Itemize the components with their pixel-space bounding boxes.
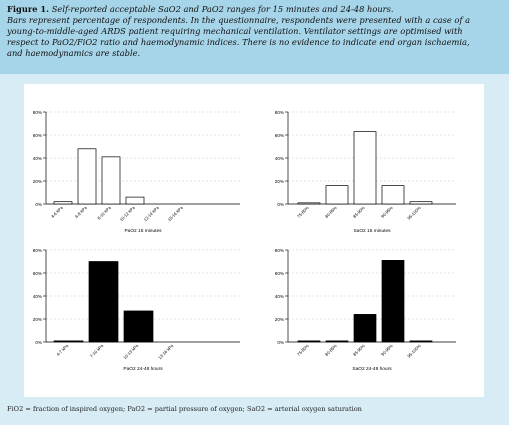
caption-line: and haemodynamics are stable.	[7, 48, 141, 59]
charts-svg: 0% 20% 40% 60% 80% 4-6 kPa 6-8 kPa 8-10 kPa 10-1…	[33, 110, 456, 372]
y-tick-label: 80%	[275, 248, 284, 253]
caption-line: respect to PaO2/FiO2 ratio and haemodyna…	[7, 37, 470, 48]
category-label: 8-10 kPa	[96, 205, 112, 221]
category-label: 4-7 kPa	[55, 343, 69, 357]
y-tick-label: 0%	[35, 340, 42, 345]
category-label: 85-90%	[352, 343, 366, 357]
y-tick-label: 60%	[33, 271, 42, 276]
caption-line: young-to-middle-aged ARDS patient requir…	[7, 26, 463, 37]
y-tick-label: 60%	[275, 133, 284, 138]
category-label: 10-12 kPa	[119, 205, 137, 223]
x-axis-title: SaO2 15 minutes	[353, 228, 391, 234]
category-label: 75-80%	[296, 205, 310, 219]
figure-label: Figure 1.	[7, 4, 50, 14]
bar	[381, 260, 405, 343]
category-label: 90-95%	[380, 343, 394, 357]
category-label: 12-14 kPa	[143, 205, 161, 223]
figure-caption: Figure 1. Self-reported acceptable SaO2 …	[0, 0, 509, 74]
bar	[381, 185, 405, 205]
chart-panel: 0% 20% 40% 60% 80% 4-6 kPa 6-8 kPa 8-10 kPa 10-1…	[24, 84, 484, 397]
y-tick-label: 40%	[275, 156, 284, 161]
x-axis-title: SaO2 24-48 hours	[352, 366, 392, 372]
x-axis-title: PaO2 24-48 hours	[123, 366, 163, 372]
category-label: 7-10 kPa	[89, 343, 105, 359]
y-tick-label: 40%	[275, 294, 284, 299]
category-label: 95-100%	[406, 205, 422, 221]
bar	[297, 202, 321, 205]
category-label: 15-16 kPa	[167, 205, 185, 223]
x-axis-title: PaO2 15 minutes	[124, 228, 162, 234]
y-tick-label: 20%	[33, 317, 42, 322]
category-label: 6-8 kPa	[74, 205, 88, 219]
category-label: 10-13 kPa	[122, 343, 140, 361]
category-label: 13-16 kPa	[157, 343, 175, 361]
category-label: 95-100%	[406, 343, 422, 359]
bar	[353, 131, 377, 205]
bar	[77, 148, 97, 205]
category-label: 90-95%	[380, 205, 394, 219]
y-tick-label: 60%	[275, 271, 284, 276]
y-tick-label: 40%	[33, 156, 42, 161]
bar	[409, 340, 433, 343]
y-tick-label: 20%	[275, 179, 284, 184]
bar	[123, 310, 154, 343]
caption-line: Bars represent percentage of respondents…	[7, 15, 471, 26]
category-label: 4-6 kPa	[50, 205, 64, 219]
y-tick-label: 80%	[275, 110, 284, 115]
bar	[297, 340, 321, 343]
y-tick-label: 20%	[275, 317, 284, 322]
y-tick-label: 0%	[277, 202, 284, 207]
bar	[125, 196, 145, 205]
y-tick-label: 60%	[33, 133, 42, 138]
bar	[409, 201, 433, 205]
bar	[325, 340, 349, 343]
category-label: 75-80%	[296, 343, 310, 357]
bar	[101, 156, 121, 205]
category-label: 80-85%	[324, 343, 338, 357]
y-tick-label: 20%	[33, 179, 42, 184]
bar	[53, 201, 73, 205]
y-tick-label: 0%	[35, 202, 42, 207]
y-tick-label: 40%	[33, 294, 42, 299]
y-tick-label: 0%	[277, 340, 284, 345]
bar	[88, 261, 119, 343]
bar	[325, 185, 349, 205]
figure-title: Self-reported acceptable SaO2 and PaO2 r…	[51, 4, 394, 14]
category-label: 80-85%	[324, 205, 338, 219]
bar	[53, 340, 84, 343]
y-tick-label: 80%	[33, 110, 42, 115]
bar	[353, 314, 377, 343]
category-label: 85-90%	[352, 205, 366, 219]
y-tick-label: 80%	[33, 248, 42, 253]
footnote: FiO2 = fraction of inspired oxygen; PaO2…	[7, 405, 362, 413]
caption-title-line: Figure 1. Self-reported acceptable SaO2 …	[7, 4, 502, 15]
